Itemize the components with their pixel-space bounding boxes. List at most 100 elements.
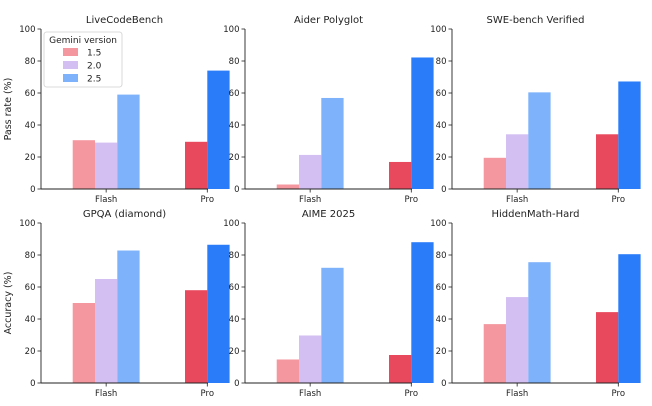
- bar-flash-2-0: [95, 279, 118, 383]
- y-tick-label: 60: [436, 89, 447, 99]
- y-tick-label: 40: [436, 315, 447, 325]
- y-tick-label: 80: [436, 251, 447, 261]
- y-tick-label: 80: [229, 251, 240, 261]
- panel-title: AIME 2025: [302, 209, 355, 220]
- bar-pro-2-5: [618, 81, 641, 189]
- bar-flash-2-5: [117, 94, 140, 189]
- x-tick-label-pro: Pro: [405, 195, 419, 205]
- x-tick-label-flash: Flash: [506, 195, 528, 205]
- bar-pro-1-5: [596, 134, 619, 189]
- bar-pro-2-5: [411, 57, 434, 190]
- y-tick-label: 100: [430, 219, 446, 229]
- y-tick-label: 80: [229, 57, 240, 67]
- y-axis-label: Pass rate (%): [3, 78, 14, 141]
- bar-pro-1-5: [389, 161, 412, 189]
- y-tick-label: 40: [25, 315, 36, 325]
- y-tick-label: 80: [25, 251, 36, 261]
- y-tick-label: 0: [441, 379, 446, 389]
- legend-title: Gemini version: [49, 36, 117, 46]
- y-tick-label: 40: [436, 121, 447, 131]
- bar-pro-1-5: [185, 290, 208, 383]
- legend-label-2-5: 2.5: [87, 75, 101, 85]
- y-tick-label: 80: [25, 57, 36, 67]
- chart-panel-5: AIME 2025 0 20 40 60 80 100 Flash Pro: [223, 209, 434, 399]
- bar-flash-2-0: [95, 142, 118, 189]
- y-axis-label: Accuracy (%): [3, 272, 14, 335]
- x-tick-label-flash: Flash: [95, 195, 117, 205]
- y-tick-label: 0: [30, 379, 35, 389]
- chart-panel-2: Aider Polyglot 0 20 40 60 80 100 Flash Pro: [223, 15, 434, 205]
- x-tick-label-pro: Pro: [201, 389, 215, 399]
- bar-pro-2-5: [411, 242, 434, 383]
- y-tick-label: 60: [436, 283, 447, 293]
- x-tick-label-pro: Pro: [405, 389, 419, 399]
- legend-swatch-1-5: [63, 48, 78, 56]
- y-tick-label: 20: [229, 153, 240, 163]
- chart-panel-3: SWE-bench Verified 0 20 40 60 80 100 Flash Pro: [430, 15, 641, 205]
- y-tick-label: 60: [25, 283, 36, 293]
- y-tick-label: 40: [25, 121, 36, 131]
- y-tick-label: 100: [19, 25, 35, 35]
- bar-flash-2-5: [528, 92, 551, 189]
- y-tick-label: 100: [223, 219, 239, 229]
- bar-flash-1-5: [483, 157, 506, 189]
- y-tick-label: 40: [229, 121, 240, 131]
- chart-panel-6: HiddenMath-Hard 0 20 40 60 80 100 Flash Pro: [430, 209, 641, 399]
- bar-flash-2-0: [506, 297, 529, 383]
- x-tick-label-flash: Flash: [506, 389, 528, 399]
- legend-box: [43, 31, 123, 88]
- bar-pro-2-5: [618, 254, 641, 383]
- panel-title: Aider Polyglot: [294, 15, 363, 26]
- y-tick-label: 20: [229, 347, 240, 357]
- x-tick-label-pro: Pro: [201, 195, 215, 205]
- chart-panel-1: LiveCodeBench 0 20 40 60 80 100 Flash Pro Pass ra…: [3, 15, 230, 205]
- y-tick-label: 40: [229, 315, 240, 325]
- y-tick-label: 100: [19, 219, 35, 229]
- y-tick-label: 100: [430, 25, 446, 35]
- legend-label-2-0: 2.0: [87, 62, 102, 72]
- legend-swatch-2-0: [63, 61, 78, 69]
- bar-flash-1-5: [276, 359, 299, 383]
- y-tick-label: 0: [234, 379, 239, 389]
- bar-pro-1-5: [185, 141, 208, 189]
- x-tick-label-pro: Pro: [612, 195, 626, 205]
- legend: Gemini version 1.5 2.0 2.5: [43, 31, 123, 88]
- bar-flash-2-0: [506, 134, 529, 189]
- y-tick-label: 0: [234, 185, 239, 195]
- y-tick-label: 20: [25, 153, 36, 163]
- bar-pro-2-5: [207, 70, 230, 189]
- bar-flash-2-0: [299, 335, 322, 383]
- x-tick-label-pro: Pro: [612, 389, 626, 399]
- bar-flash-2-5: [321, 267, 344, 383]
- bar-pro-2-5: [207, 244, 230, 383]
- x-tick-label-flash: Flash: [299, 389, 321, 399]
- y-tick-label: 60: [229, 89, 240, 99]
- bar-flash-1-5: [72, 140, 95, 189]
- panel-title: HiddenMath-Hard: [491, 209, 579, 220]
- x-tick-label-flash: Flash: [299, 195, 321, 205]
- legend-swatch-2-5: [63, 74, 78, 82]
- y-tick-label: 0: [441, 185, 446, 195]
- bar-flash-2-0: [299, 154, 322, 189]
- panel-title: SWE-bench Verified: [487, 15, 585, 26]
- panel-title: GPQA (diamond): [83, 209, 166, 220]
- bar-flash-2-5: [528, 262, 551, 383]
- bar-flash-1-5: [276, 184, 299, 189]
- panel-title: LiveCodeBench: [86, 15, 163, 26]
- y-tick-label: 20: [436, 153, 447, 163]
- bar-flash-1-5: [483, 324, 506, 383]
- bar-flash-1-5: [72, 303, 95, 383]
- y-tick-label: 60: [25, 89, 36, 99]
- legend-label-1-5: 1.5: [87, 49, 101, 59]
- chart-panel-4: GPQA (diamond) 0 20 40 60 80 100 Flash Pro Accura…: [3, 209, 230, 399]
- y-tick-label: 60: [229, 283, 240, 293]
- y-tick-label: 20: [436, 347, 447, 357]
- y-tick-label: 80: [436, 57, 447, 67]
- y-tick-label: 0: [30, 185, 35, 195]
- bar-pro-1-5: [596, 312, 619, 383]
- bar-flash-2-5: [321, 97, 344, 189]
- bar-flash-2-5: [117, 250, 140, 383]
- y-tick-label: 20: [25, 347, 36, 357]
